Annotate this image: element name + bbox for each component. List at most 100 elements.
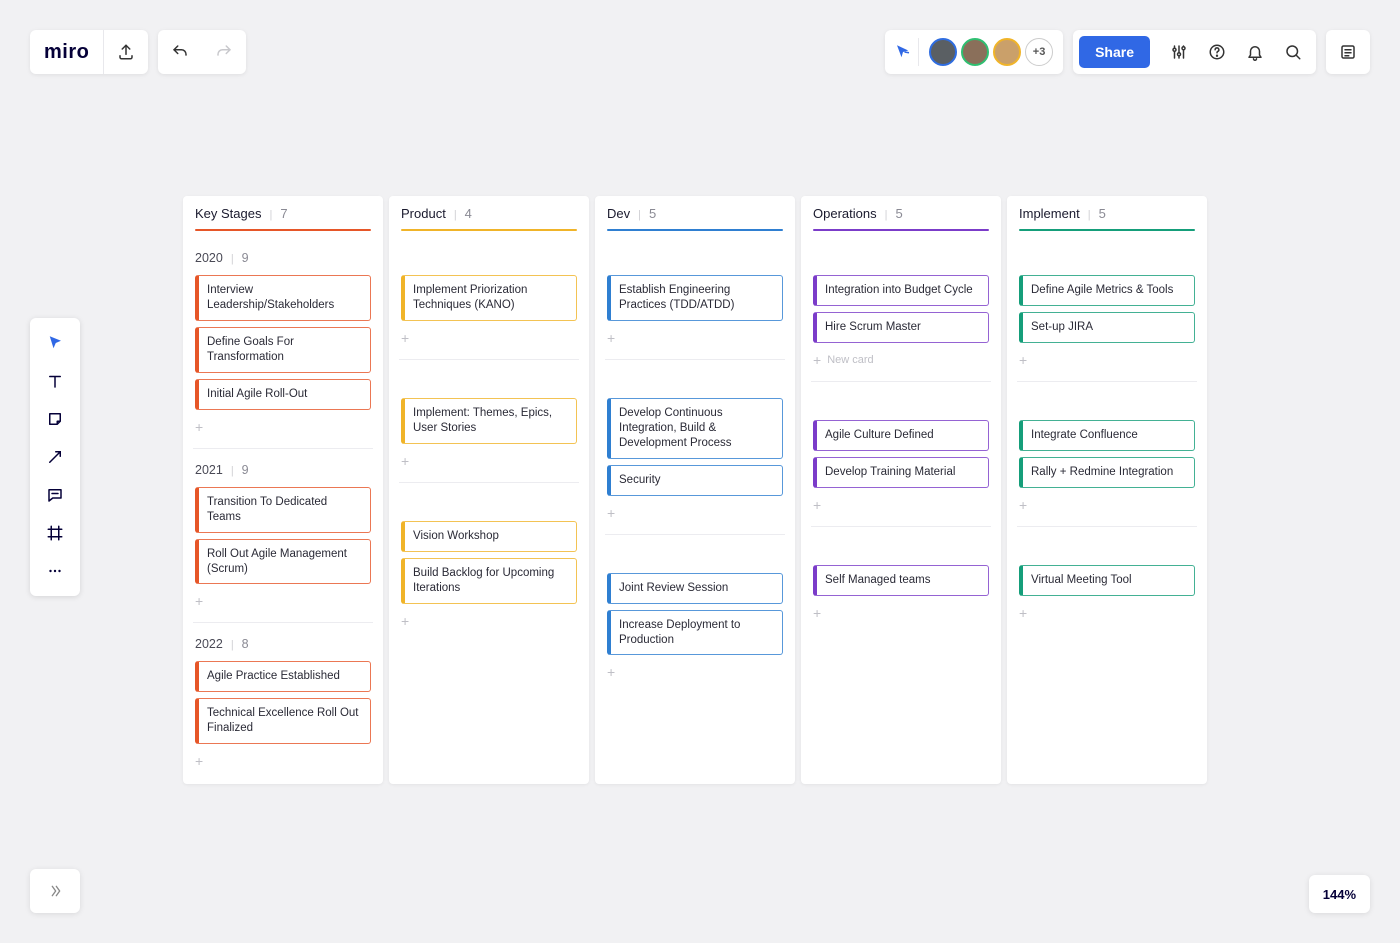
add-card-button[interactable]: +New card xyxy=(813,353,989,367)
add-card-button[interactable]: + xyxy=(195,420,371,434)
collab-pill: +3 xyxy=(885,30,1063,74)
add-card-button[interactable]: + xyxy=(813,606,989,620)
column-header[interactable]: Operations|5 xyxy=(813,206,989,229)
panel-icon[interactable] xyxy=(1326,30,1370,74)
kanban-card[interactable]: Integrate Confluence xyxy=(1019,420,1195,451)
sidepanel-pill xyxy=(1326,30,1370,74)
add-card-button[interactable]: + xyxy=(813,498,989,512)
swimlane-label[interactable]: 2020|9 xyxy=(195,251,371,265)
kanban-card[interactable]: Interview Leadership/Stakeholders xyxy=(195,275,371,321)
avatar[interactable] xyxy=(961,38,989,66)
kanban-card[interactable]: Develop Training Material xyxy=(813,457,989,488)
tool-comment-icon[interactable] xyxy=(30,476,80,514)
divider: | xyxy=(270,209,273,221)
add-card-button[interactable]: + xyxy=(1019,353,1195,367)
add-card-button[interactable]: + xyxy=(1019,498,1195,512)
kanban-card[interactable]: Implement Priorization Techniques (KANO) xyxy=(401,275,577,321)
kanban-card[interactable]: Develop Continuous Integration, Build & … xyxy=(607,398,783,459)
add-card-button[interactable]: + xyxy=(401,614,577,628)
kanban-card[interactable]: Virtual Meeting Tool xyxy=(1019,565,1195,596)
plus-icon: + xyxy=(195,754,203,768)
add-card-button[interactable]: + xyxy=(401,331,577,345)
app-frame: miro +3 Share xyxy=(8,8,1392,935)
column-underline xyxy=(813,229,989,231)
column-title: Operations xyxy=(813,206,877,221)
kanban-card[interactable]: Increase Deployment to Production xyxy=(607,610,783,656)
add-card-button[interactable]: + xyxy=(607,665,783,679)
plus-icon: + xyxy=(607,665,615,679)
kanban-card[interactable]: Agile Culture Defined xyxy=(813,420,989,451)
kanban-card[interactable]: Vision Workshop xyxy=(401,521,577,552)
add-card-button[interactable]: + xyxy=(401,454,577,468)
avatar-overflow[interactable]: +3 xyxy=(1025,38,1053,66)
avatar[interactable] xyxy=(929,38,957,66)
tool-frame-icon[interactable] xyxy=(30,514,80,552)
kanban-card[interactable]: Build Backlog for Upcoming Iterations xyxy=(401,558,577,604)
kanban-column: Operations|5 Integration into Budget Cycl… xyxy=(801,196,1001,784)
kanban-card[interactable]: Security xyxy=(607,465,783,496)
top-left-controls: miro xyxy=(30,30,246,74)
column-header[interactable]: Implement|5 xyxy=(1019,206,1195,229)
share-button[interactable]: Share xyxy=(1079,36,1150,68)
plus-icon: + xyxy=(607,331,615,345)
column-underline xyxy=(195,229,371,231)
kanban-card[interactable]: Define Goals For Transformation xyxy=(195,327,371,373)
export-icon[interactable] xyxy=(104,30,148,74)
kanban-card[interactable]: Set-up JIRA xyxy=(1019,312,1195,343)
kanban-card[interactable]: Initial Agile Roll-Out xyxy=(195,379,371,410)
kanban-card[interactable]: Self Managed teams xyxy=(813,565,989,596)
column-title: Product xyxy=(401,206,446,221)
logo-pill: miro xyxy=(30,30,148,74)
tool-text-icon[interactable] xyxy=(30,362,80,400)
kanban-card[interactable]: Agile Practice Established xyxy=(195,661,371,692)
column-header[interactable]: Product|4 xyxy=(401,206,577,229)
kanban-card[interactable]: Joint Review Session xyxy=(607,573,783,604)
swimlane-year: 2022 xyxy=(195,637,223,651)
kanban-column: Dev|5 Establish Engineering Practices (TD… xyxy=(595,196,795,784)
kanban-card[interactable]: Integration into Budget Cycle xyxy=(813,275,989,306)
app-logo[interactable]: miro xyxy=(30,30,104,74)
zoom-level[interactable]: 144% xyxy=(1309,875,1370,913)
swimlane-year: 2020 xyxy=(195,251,223,265)
kanban-card[interactable]: Establish Engineering Practices (TDD/ATD… xyxy=(607,275,783,321)
column-count: 7 xyxy=(280,206,287,221)
minimap-toggle[interactable] xyxy=(30,869,80,913)
swimlane-label[interactable]: 2021|9 xyxy=(195,463,371,477)
settings-icon[interactable] xyxy=(1160,30,1198,74)
divider: | xyxy=(454,209,457,221)
column-title: Implement xyxy=(1019,206,1080,221)
cursor-indicator-icon[interactable] xyxy=(891,38,919,66)
swimlane-count: 9 xyxy=(242,463,249,477)
plus-icon: + xyxy=(1019,606,1027,620)
add-card-button[interactable]: + xyxy=(195,594,371,608)
tool-select-icon[interactable] xyxy=(30,324,80,362)
help-icon[interactable] xyxy=(1198,30,1236,74)
kanban-card[interactable]: Transition To Dedicated Teams xyxy=(195,487,371,533)
swimlane-spacer xyxy=(607,360,783,398)
tool-more-icon[interactable] xyxy=(30,552,80,590)
search-icon[interactable] xyxy=(1274,30,1312,74)
column-header[interactable]: Key Stages|7 xyxy=(195,206,371,229)
add-card-button[interactable]: + xyxy=(195,754,371,768)
avatar[interactable] xyxy=(993,38,1021,66)
column-header[interactable]: Dev|5 xyxy=(607,206,783,229)
kanban-card[interactable]: Define Agile Metrics & Tools xyxy=(1019,275,1195,306)
tool-arrow-icon[interactable] xyxy=(30,438,80,476)
kanban-card[interactable]: Roll Out Agile Management (Scrum) xyxy=(195,539,371,585)
divider: | xyxy=(1088,209,1091,221)
undo-redo-pill xyxy=(158,30,246,74)
add-card-button[interactable]: + xyxy=(607,506,783,520)
kanban-card[interactable]: Implement: Themes, Epics, User Stories xyxy=(401,398,577,444)
tool-sticky-icon[interactable] xyxy=(30,400,80,438)
undo-icon[interactable] xyxy=(158,30,202,74)
column-count: 5 xyxy=(649,206,656,221)
top-right-controls: +3 Share xyxy=(885,30,1370,74)
kanban-card[interactable]: Hire Scrum Master xyxy=(813,312,989,343)
add-card-button[interactable]: + xyxy=(607,331,783,345)
notifications-icon[interactable] xyxy=(1236,30,1274,74)
left-toolbar xyxy=(30,318,80,596)
swimlane-label[interactable]: 2022|8 xyxy=(195,637,371,651)
kanban-card[interactable]: Rally + Redmine Integration xyxy=(1019,457,1195,488)
kanban-card[interactable]: Technical Excellence Roll Out Finalized xyxy=(195,698,371,744)
add-card-button[interactable]: + xyxy=(1019,606,1195,620)
